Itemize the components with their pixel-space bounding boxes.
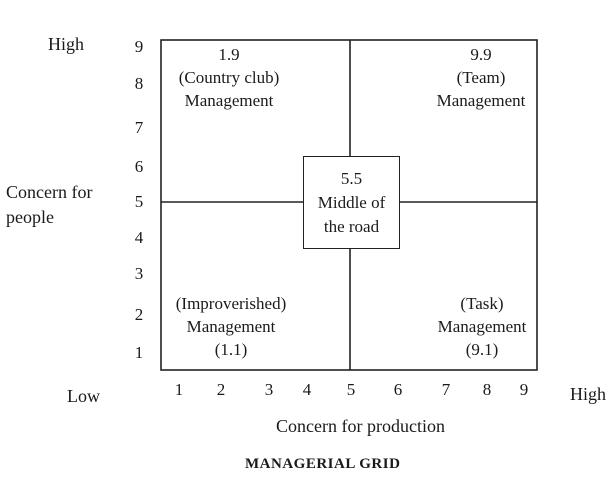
y-axis-title-line2: people — [6, 207, 54, 227]
quadrant-team-score: 9.9 — [470, 45, 492, 64]
x-axis-high-label: High — [570, 384, 606, 404]
x-tick-9: 9 — [519, 380, 529, 399]
middle-of-the-road-box: 5.5 Middle of the road — [303, 156, 400, 249]
y-axis-title-line1: Concern for — [6, 182, 93, 202]
x-tick-2: 2 — [216, 380, 226, 399]
y-tick-9: 9 — [134, 37, 144, 56]
y-tick-6: 6 — [134, 157, 144, 176]
x-axis-low-label: Low — [67, 386, 100, 406]
quadrant-country-club-type: Management — [184, 91, 274, 110]
y-axis-high-label: High — [48, 34, 84, 54]
quadrant-task-score: (9.1) — [465, 340, 499, 359]
quadrant-impoverished-name: (Improverished) — [175, 294, 287, 313]
quadrant-impoverished-score: (1.1) — [214, 340, 248, 359]
quadrant-task-name: (Task) — [460, 294, 504, 313]
quadrant-impoverished: (Improverished) Management (1.1) — [151, 292, 311, 361]
quadrant-team-type: Management — [436, 91, 526, 110]
quadrant-country-club-score: 1.9 — [218, 45, 240, 64]
quadrant-impoverished-type: Management — [186, 317, 276, 336]
y-tick-4: 4 — [134, 228, 144, 247]
figure-caption: MANAGERIAL GRID — [245, 456, 401, 472]
y-tick-8: 8 — [134, 74, 144, 93]
y-tick-1: 1 — [134, 343, 144, 362]
x-tick-3: 3 — [264, 380, 274, 399]
quadrant-team-name: (Team) — [456, 68, 506, 87]
grid-outer-border — [160, 39, 538, 371]
x-axis-title: Concern for production — [276, 416, 445, 436]
center-label-line1: Middle of — [317, 193, 386, 212]
quadrant-country-club-name: (Country club) — [178, 68, 280, 87]
quadrant-country-club: 1.9 (Country club) Management — [149, 43, 309, 112]
y-tick-7: 7 — [134, 118, 144, 137]
center-score: 5.5 — [340, 169, 363, 188]
y-tick-3: 3 — [134, 264, 144, 283]
x-tick-1: 1 — [174, 380, 184, 399]
x-tick-7: 7 — [441, 380, 451, 399]
x-tick-8: 8 — [482, 380, 492, 399]
quadrant-task-type: Management — [437, 317, 527, 336]
y-tick-2: 2 — [134, 305, 144, 324]
quadrant-team: 9.9 (Team) Management — [401, 43, 561, 112]
x-tick-6: 6 — [393, 380, 403, 399]
y-tick-5: 5 — [134, 192, 144, 211]
x-tick-5: 5 — [346, 380, 356, 399]
center-label-line2: the road — [323, 217, 380, 236]
quadrant-task: (Task) Management (9.1) — [402, 292, 562, 361]
x-tick-4: 4 — [302, 380, 312, 399]
